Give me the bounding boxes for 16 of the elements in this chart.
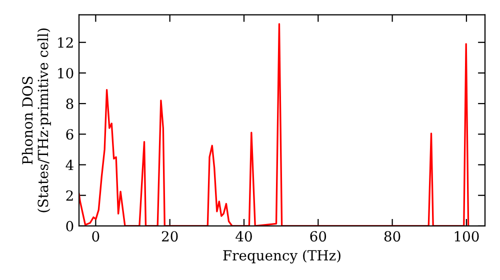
line-series: [79, 23, 470, 226]
x-tick-label: 80: [384, 231, 400, 242]
y-tick-label: 6: [66, 129, 74, 140]
y-tick-label: 12: [58, 37, 73, 48]
y-tick-label: 8: [66, 98, 74, 110]
y-tick-label: 4: [66, 160, 74, 170]
x-tick-label: 100: [454, 231, 479, 242]
x-tick-label: 0: [92, 231, 100, 242]
x-tick-label: 40: [236, 231, 252, 242]
x-tick-label: 20: [162, 231, 178, 242]
y-axis-title: Phonon DOS (States/THz·primitive cell): [22, 28, 51, 212]
x-axis-title: Frequency (THz): [223, 250, 340, 264]
y-tick-label: 10: [58, 68, 74, 78]
y-tick-label: 0: [66, 220, 74, 232]
y-tick-label: 2: [66, 190, 73, 201]
x-tick-label: 60: [310, 231, 326, 242]
